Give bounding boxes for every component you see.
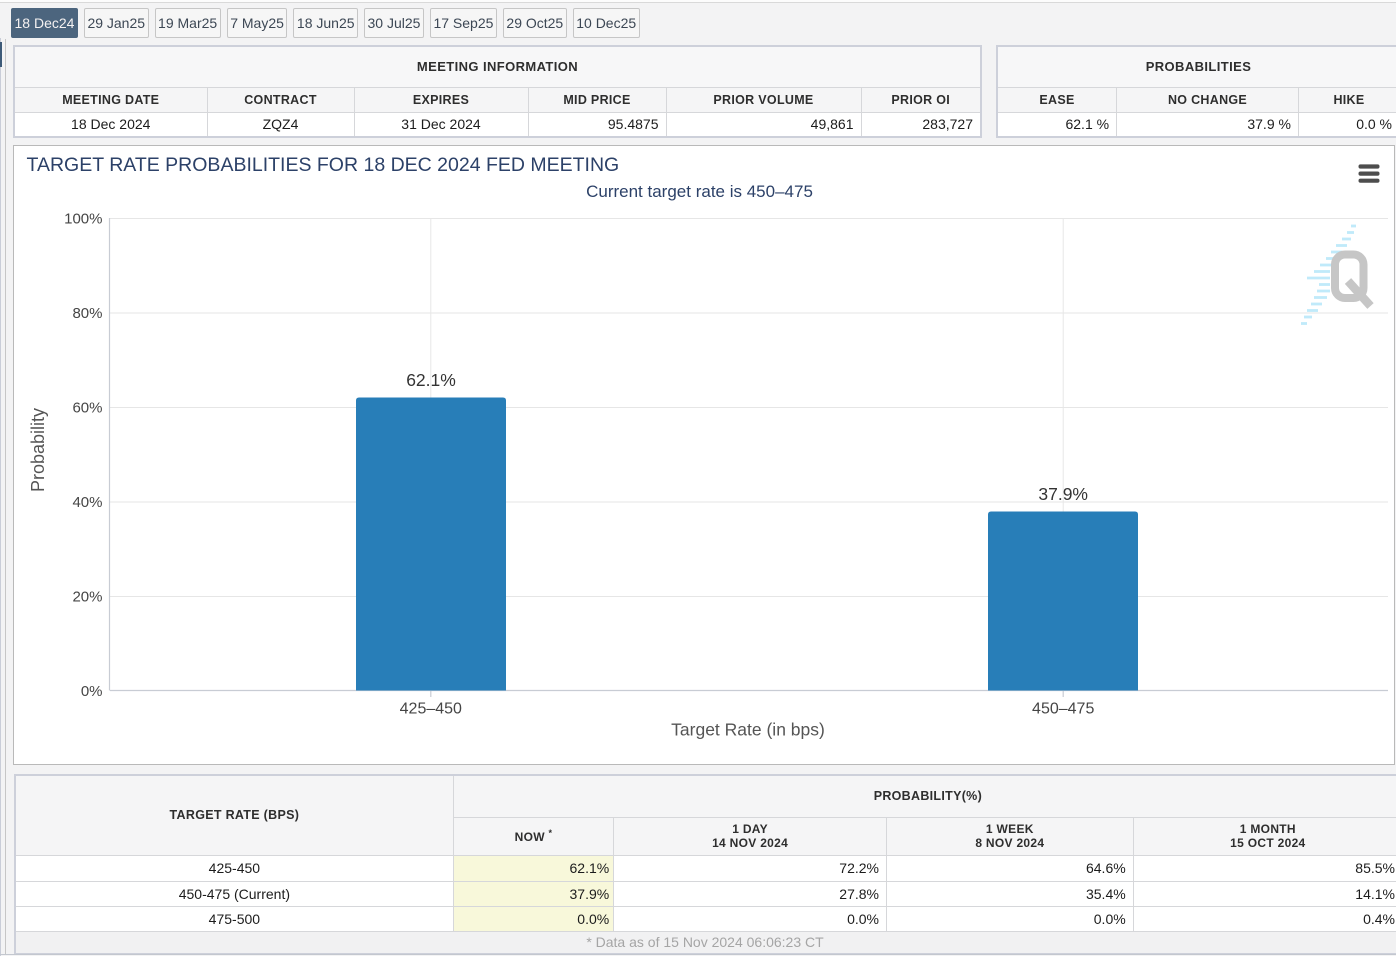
svg-text:80%: 80% [72, 305, 102, 322]
svg-text:450–475: 450–475 [1032, 701, 1094, 718]
svg-text:0%: 0% [81, 683, 103, 700]
svg-text:37.9%: 37.9% [1038, 484, 1088, 504]
svg-text:425–450: 425–450 [400, 701, 462, 718]
svg-text:20%: 20% [72, 589, 102, 606]
svg-text:Probability: Probability [28, 408, 48, 492]
svg-text:Target Rate (in bps): Target Rate (in bps) [671, 720, 825, 740]
svg-text:60%: 60% [72, 400, 102, 417]
svg-text:Current target rate is 450–475: Current target rate is 450–475 [586, 182, 813, 201]
svg-text:62.1%: 62.1% [406, 370, 456, 390]
svg-text:100%: 100% [64, 211, 102, 228]
svg-text:TARGET RATE PROBABILITIES FOR: TARGET RATE PROBABILITIES FOR 18 DEC 202… [27, 154, 620, 176]
svg-text:40%: 40% [72, 494, 102, 511]
